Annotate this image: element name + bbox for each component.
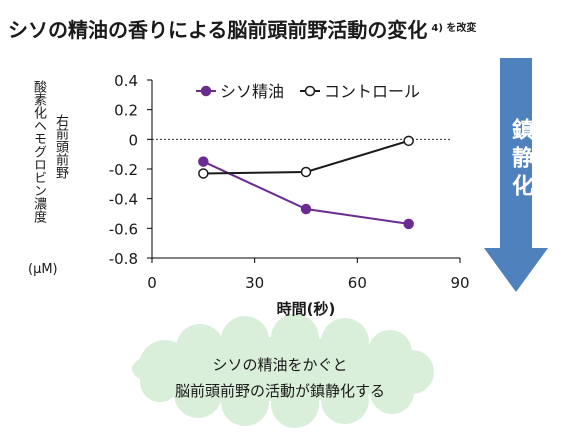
y-tick-label: -0.6 (109, 220, 138, 238)
series-2-point (198, 168, 209, 179)
title-text: シソの精油の香りによる脳前頭前野活動の変化 (8, 18, 428, 42)
y-axis-unit: (μM) (28, 262, 58, 277)
sedation-arrow (484, 58, 548, 292)
y-tick-label: 0.2 (114, 102, 138, 120)
y-tick-label: 0 (128, 131, 138, 149)
cloud-text: シソの精油をかぐと 脳前頭前野の活動が鎮静化する (150, 352, 410, 404)
plot-area: 0.4 0.2 0 -0.2 -0.4 -0.6 -0.8 0 30 60 90 時間(秒) シソ精油 コ… (109, 72, 470, 318)
x-tick-label: 90 (450, 274, 469, 292)
legend-marker-1 (200, 85, 212, 97)
x-axis-label: 時間(秒) (277, 300, 336, 318)
x-tick-label: 30 (245, 274, 264, 292)
y-tick-label: -0.4 (109, 191, 138, 209)
series-1-point (198, 156, 209, 167)
title-note: 4) を改変 (431, 23, 477, 34)
series-2-point (300, 166, 312, 178)
series-1-point (403, 218, 414, 230)
x-tick-label: 60 (348, 274, 367, 292)
y-axis-label-2: 酸素化ヘモグロビン濃度 (31, 80, 46, 223)
cloud-line-2: 脳前頭前野の活動が鎮静化する (174, 382, 385, 400)
series-1-point (300, 203, 312, 215)
legend-marker-2 (304, 85, 316, 97)
y-axis-label-1: 右前頭前野 (53, 114, 68, 179)
summary-cloud (132, 314, 434, 428)
arrow-label: 鎮静化 (508, 118, 533, 202)
y-tick-label: -0.2 (109, 161, 138, 179)
cloud-line-1: シソの精油をかぐと (212, 356, 348, 374)
legend-label-1: シソ精油 (220, 82, 284, 101)
y-tick-label: -0.8 (109, 250, 138, 268)
y-tick-label: 0.4 (114, 72, 138, 90)
legend-label-2: コントロール (324, 82, 420, 101)
chart-title: シソの精油の香りによる脳前頭前野活動の変化 4) を改変 (8, 14, 476, 43)
x-tick-label: 0 (147, 274, 157, 292)
series-2-point (403, 135, 414, 147)
